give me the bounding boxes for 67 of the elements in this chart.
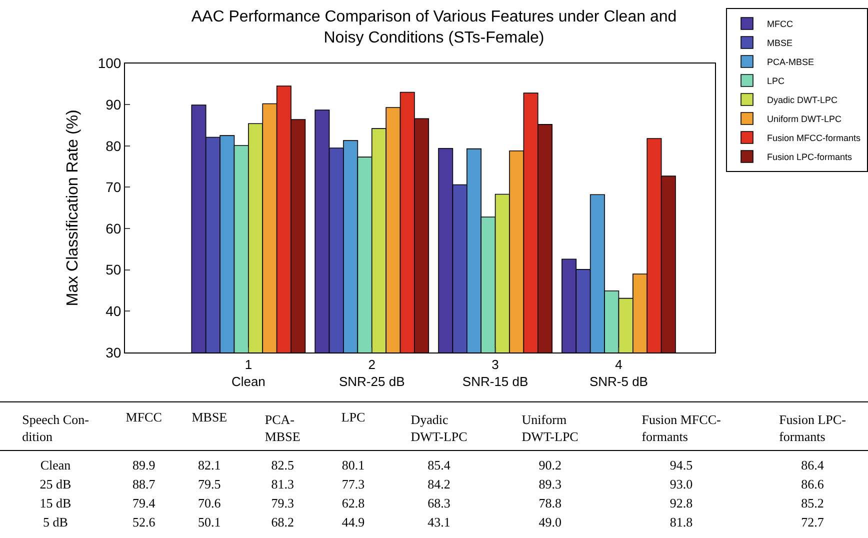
data-label: 77.3 [342,476,365,492]
data-label: 86.4 [801,458,824,473]
data-label: 88.7 [132,476,156,492]
text: MFCC [126,410,162,425]
data-label: 44.9 [342,514,365,530]
data-label: 85.2 [801,496,824,511]
data-label: 43.1 [428,514,450,530]
y-tick-label: 90 [106,96,122,113]
legend-label: Fusion MFCC-formants [767,133,862,144]
legend-label: MBSE [767,38,793,48]
data-label: 82.5 [271,458,294,473]
text: LPC [341,410,366,425]
y-axis-title: Max Classification Rate (%) [64,110,82,306]
chart-title: AAC Performance Comparison of Various Features under Clean and Noisy Conditions (STs-Female) [191,8,677,46]
text: Fusion MFCC-formants [642,412,721,444]
legend-label: Uniform DWT-LPC [767,114,842,124]
data-label: 82.1 [198,458,221,473]
text: Fusion LPC-formants [779,412,846,444]
data-label: 89.3 [538,476,562,492]
text: PCA-MBSE [264,412,300,444]
data-label: 68.3 [428,496,450,511]
category-label: Clean [40,458,72,473]
data-label: 49.0 [538,514,562,530]
data-label: 90.2 [538,458,562,473]
data-label: 70.6 [198,496,222,511]
data-label: 80.1 [342,458,365,473]
x-tick-label: 4 SNR-5 dB [589,357,648,389]
category-label: 5 dB [43,514,68,530]
x-tick-label: 2 SNR-25 dB [338,357,405,389]
data-label: 78.8 [538,496,562,511]
data-label: 84.2 [428,476,450,492]
data-label: 79.3 [271,496,294,511]
text: Uniform DWT-LPC [522,412,578,444]
legend-label: PCA-MBSE [767,57,814,68]
data-label: 86.6 [801,476,824,492]
data-label: 81.3 [271,476,294,492]
y-tick-label: 60 [106,220,122,236]
data-label: 52.6 [132,514,156,530]
data-label: 94.5 [670,458,693,473]
x-tick-label: 1 Clean [231,357,266,389]
data-label: 89.9 [132,458,156,473]
text: MBSE [192,410,228,425]
x-tick-label: 3 SNR-15 dB [462,357,528,389]
data-label: 79.5 [198,476,221,492]
y-tick-label: 80 [106,138,122,154]
data-label: 68.2 [271,514,294,530]
legend-label: MFCC [767,19,794,30]
data-label: 62.8 [342,496,365,511]
legend-label: LPC [767,76,786,86]
data-label: 50.1 [198,514,221,530]
y-tick-label: 40 [106,303,122,320]
y-tick-label: 100 [98,55,122,72]
text: Speech Con- dition [22,412,89,444]
data-label: 72.7 [801,514,824,530]
category-label: 25 dB [40,476,72,492]
category-label: 15 dB [40,496,72,511]
y-tick-label: 70 [106,179,122,196]
legend-label: Dyadic DWT-LPC [767,95,838,106]
data-label: 85.4 [428,458,451,473]
y-tick-label: 50 [106,262,122,278]
text: Dyadic DWT-LPC [410,412,468,444]
legend-label: Fusion LPC-formants [767,152,853,162]
data-label: 93.0 [670,476,693,492]
data-label: 81.8 [670,514,693,530]
data-label: 92.8 [670,496,693,511]
data-label: 79.4 [132,496,156,511]
y-tick-label: 30 [106,344,122,360]
